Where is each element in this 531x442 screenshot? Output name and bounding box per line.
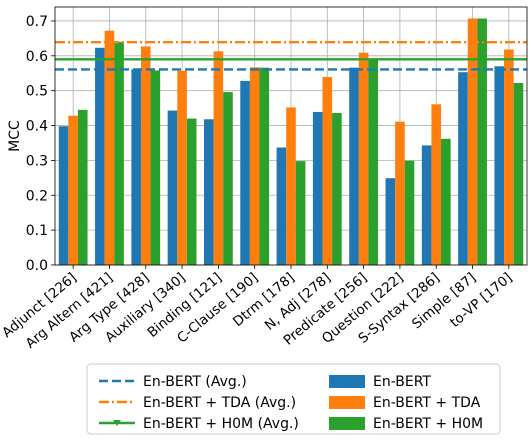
bar-en-bert-h0m — [404, 160, 415, 265]
y-tick-label: 0.3 — [26, 153, 48, 169]
bar-en-bert-h0m — [186, 118, 197, 265]
bar-en-bert-tda — [358, 52, 369, 265]
x-axis-ticks: Adjunct [226]Arg Altern [421]Arg Type [4… — [0, 265, 515, 352]
y-tick-label: 0.7 — [26, 14, 48, 30]
bar-en-bert — [349, 67, 359, 266]
bar-en-bert — [385, 178, 396, 265]
bar-en-bert-h0m — [295, 161, 306, 265]
bar-en-bert-h0m — [441, 138, 451, 265]
legend: En-BERT (Avg.) En-BERT + TDA (Avg.) En-BER… — [86, 363, 501, 435]
y-tick-label: 0.5 — [26, 84, 48, 100]
bar-en-bert-tda — [213, 51, 224, 265]
legend-label: En-BERT + H0M — [373, 416, 483, 432]
legend-label: En-BERT + TDA (Avg.) — [143, 395, 296, 411]
bar-en-bert-tda — [140, 46, 151, 266]
bar-en-bert — [167, 110, 178, 265]
bar-en-bert — [131, 69, 141, 265]
bar-en-bert-h0m — [332, 112, 342, 265]
legend-bar-swatch — [329, 375, 365, 388]
bar-en-bert — [58, 126, 69, 265]
bar-en-bert — [95, 47, 105, 265]
legend-box — [86, 363, 501, 435]
bar-en-bert-h0m — [368, 58, 379, 265]
bar-en-bert — [494, 66, 505, 266]
legend-bar-swatch — [329, 417, 365, 430]
legend-label: En-BERT + TDA — [373, 395, 481, 411]
legend-label: En-BERT (Avg.) — [143, 374, 247, 390]
bar-en-bert-tda — [177, 70, 187, 265]
y-axis-label: MCC — [7, 120, 23, 152]
bars — [58, 18, 524, 266]
bar-en-bert-tda — [395, 121, 405, 265]
bar-en-bert-h0m — [259, 67, 270, 266]
bar-en-bert — [240, 80, 250, 265]
legend-label: En-BERT — [373, 374, 431, 390]
reference-lines — [55, 41, 527, 71]
legend-label: En-BERT + H0M (Avg.) — [143, 416, 299, 432]
bar-en-bert — [276, 147, 287, 265]
bar-en-bert-tda — [431, 104, 442, 265]
bar-en-bert-h0m — [77, 109, 88, 265]
bar-en-bert-tda — [68, 115, 78, 265]
y-tick-label: 0.0 — [26, 258, 48, 274]
bar-en-bert — [312, 111, 323, 266]
bar-en-bert-h0m — [150, 70, 161, 265]
bar-en-bert — [203, 119, 214, 265]
bar-en-bert-h0m — [223, 92, 233, 265]
y-tick-label: 0.2 — [26, 188, 48, 204]
y-tick-label: 0.1 — [26, 223, 48, 239]
y-axis-ticks: 0.0 0.1 0.2 0.3 0.4 0.5 0.6 0.7 — [26, 14, 55, 274]
legend-bar-swatch — [329, 396, 365, 409]
bar-en-bert — [458, 72, 468, 265]
y-tick-label: 0.4 — [26, 119, 48, 135]
bar-en-bert-h0m — [477, 18, 487, 266]
bar-en-bert-tda — [322, 77, 333, 266]
bar-en-bert-tda — [104, 30, 115, 265]
bar-en-bert-tda — [467, 18, 478, 266]
bar-en-bert-h0m — [513, 83, 524, 265]
bar-en-bert-tda — [286, 107, 296, 265]
bar-en-bert-h0m — [114, 41, 124, 265]
bar-en-bert-tda — [249, 67, 260, 265]
legend-triangle-marker — [113, 420, 121, 426]
bar-en-bert-tda — [504, 49, 514, 266]
y-tick-label: 0.6 — [26, 49, 48, 65]
bar-en-bert — [421, 145, 432, 265]
